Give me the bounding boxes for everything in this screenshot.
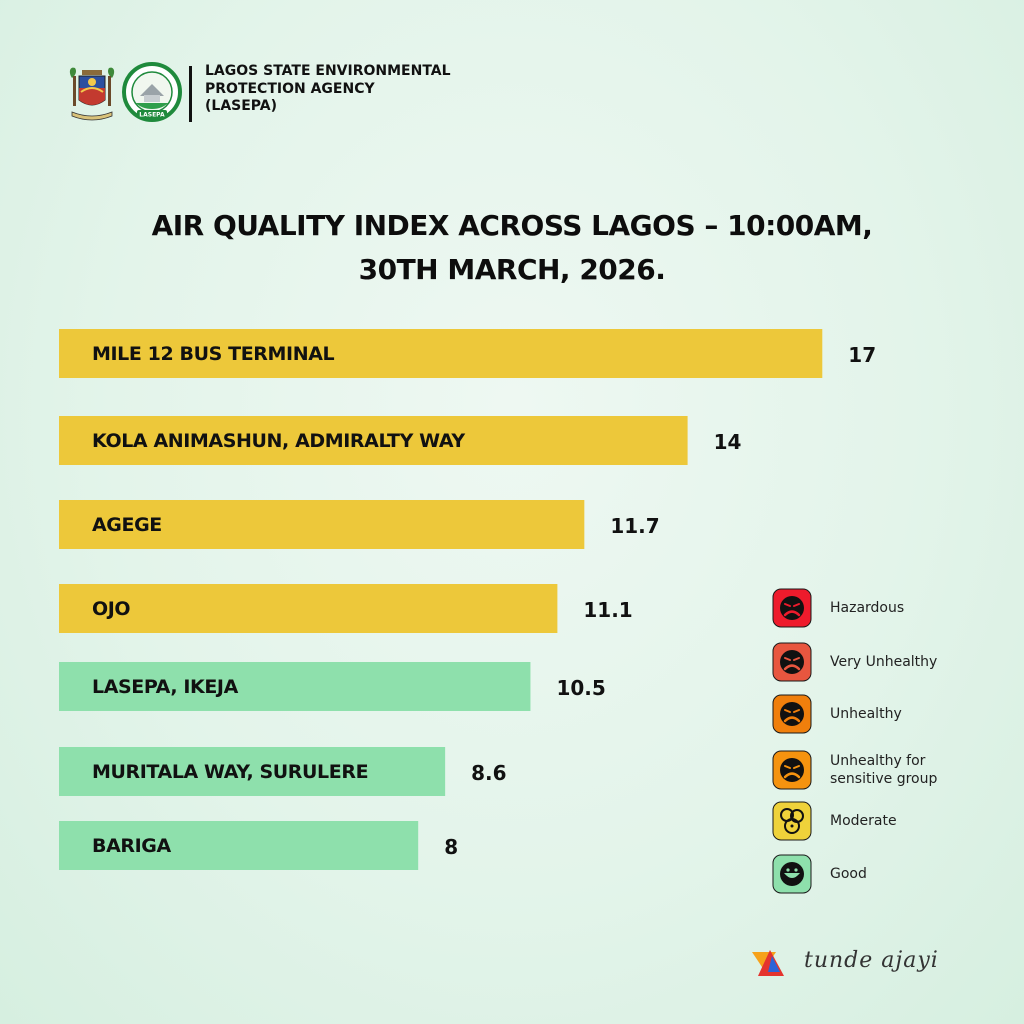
bar-category-label: KOLA ANIMASHUN, ADMIRALTY WAY: [92, 430, 465, 452]
tunde-ajayi-logo-icon: [752, 950, 784, 976]
bar-value-label: 10.5: [556, 676, 605, 700]
agency-name-line: (LASEPA): [205, 98, 278, 114]
legend-label: Unhealthy for sensitive group: [830, 753, 938, 787]
bar-group: MILE 12 BUS TERMINAL 17: [59, 329, 876, 378]
bar-group: MURITALA WAY, SURULERE 8.6: [59, 747, 507, 796]
bar-value-label: 8: [444, 835, 458, 859]
bar: [59, 747, 446, 796]
bar-value-label: 11.7: [610, 514, 659, 538]
legend-label: Moderate: [830, 813, 897, 829]
aqi-face-icon: [772, 642, 812, 682]
agency-name: LAGOS STATE ENVIRONMENTAL PROTECTION AGE…: [205, 63, 505, 116]
header-divider: [189, 66, 192, 122]
legend-item: Unhealthy for sensitive group: [772, 750, 1012, 790]
bar: [59, 584, 558, 633]
bar-category-label: OJO: [92, 598, 130, 620]
chart-title-line: 30TH MARCH, 2026.: [358, 253, 666, 286]
bar: [59, 821, 419, 870]
legend-item: Moderate: [772, 801, 1012, 841]
bar-value-label: 8.6: [471, 761, 506, 785]
lagos-state-crest-icon: [69, 67, 115, 121]
bar: [59, 662, 531, 711]
lasepa-logo-icon: LASEPA: [122, 62, 182, 122]
bar: [59, 500, 585, 549]
legend-item: Hazardous: [772, 588, 1012, 628]
bar-value-label: 14: [714, 430, 742, 454]
bar-group: OJO 11.1: [59, 584, 633, 633]
chart-title-line: AIR QUALITY INDEX ACROSS LAGOS – 10:00AM…: [151, 209, 873, 242]
agency-name-line: LAGOS STATE ENVIRONMENTAL: [205, 63, 451, 79]
aqi-face-icon: [772, 694, 812, 734]
bar: [59, 329, 823, 378]
bar-value-label: 17: [848, 343, 876, 367]
aqi-face-icon: [772, 854, 812, 894]
bar: [59, 416, 688, 465]
lasepa-logo-text: LASEPA: [139, 112, 165, 119]
bar-group: LASEPA, IKEJA 10.5: [59, 662, 606, 711]
bar-group: AGEGE 11.7: [59, 500, 660, 549]
credit-signature: tunde ajayi: [804, 948, 939, 973]
legend-label: Good: [830, 866, 867, 882]
bar-category-label: AGEGE: [92, 514, 162, 536]
bar-value-label: 11.1: [583, 598, 632, 622]
legend-item: Good: [772, 854, 1012, 894]
legend-item: Very Unhealthy: [772, 642, 1012, 682]
bar-category-label: MILE 12 BUS TERMINAL: [92, 343, 334, 365]
aqi-face-icon: [772, 801, 812, 841]
bar-group: BARIGA 8: [59, 821, 458, 870]
aqi-face-icon: [772, 750, 812, 790]
bar-group: KOLA ANIMASHUN, ADMIRALTY WAY 14: [59, 416, 741, 465]
agency-name-line: PROTECTION AGENCY: [205, 80, 375, 97]
chart-title: AIR QUALITY INDEX ACROSS LAGOS – 10:00AM…: [0, 204, 1024, 292]
aqi-face-icon: [772, 588, 812, 628]
legend-label: Unhealthy: [830, 706, 902, 722]
legend-label: Very Unhealthy: [830, 654, 938, 670]
bar-category-label: MURITALA WAY, SURULERE: [92, 761, 368, 783]
bar-category-label: BARIGA: [92, 835, 171, 857]
bar-category-label: LASEPA, IKEJA: [92, 676, 239, 698]
legend-item: Unhealthy: [772, 694, 1012, 734]
legend-label: Hazardous: [830, 600, 905, 616]
